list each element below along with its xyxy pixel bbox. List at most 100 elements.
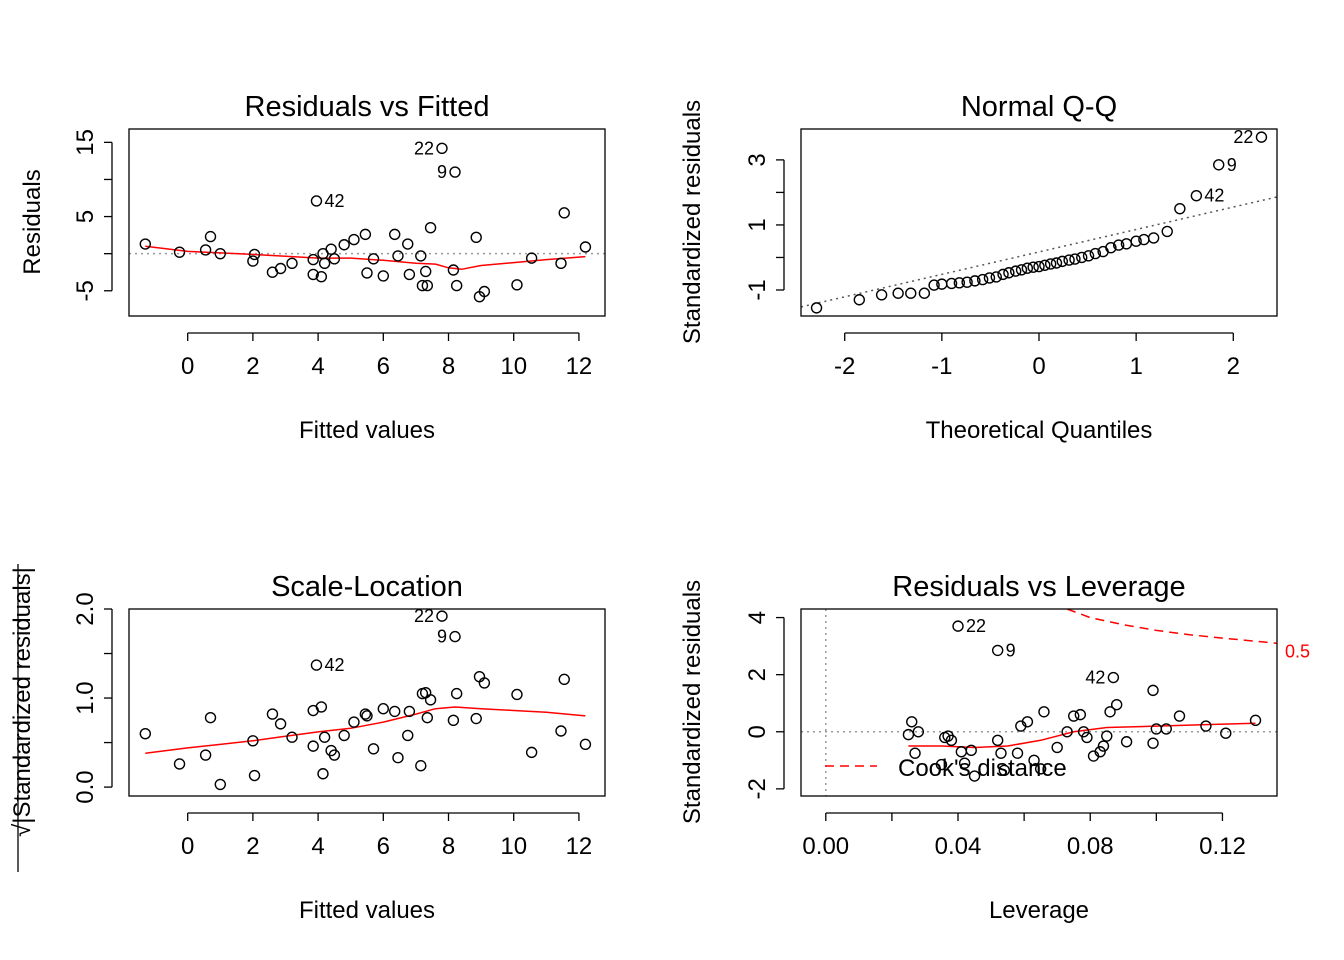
x-axis-label: Leverage (989, 897, 1089, 924)
plot-frame (128, 608, 606, 797)
point-label: 9 (437, 162, 447, 182)
data-point (952, 620, 964, 632)
chart-title: Residuals vs Leverage (892, 571, 1185, 603)
panel-normal-qq: Normal Q-Q -2 -1 0 1 2 -1 1 3 Theoretical Quantil… (679, 91, 1278, 444)
data-point (402, 729, 414, 742)
data-point (338, 729, 350, 742)
data-point (286, 731, 298, 743)
x-tick-label: 0.12 (1199, 833, 1246, 860)
data-point (1076, 251, 1088, 264)
plot-frame (800, 608, 1278, 797)
data-point (470, 231, 482, 244)
panel-residuals-vs-leverage: Residuals vs Leverage 0.00 0.04 0.08 0.12 -2 0… (679, 571, 1310, 924)
data-point (1147, 737, 1159, 749)
chart-title: Normal Q-Q (961, 91, 1117, 123)
data-point (853, 294, 865, 306)
data-point (1061, 726, 1073, 738)
point-label: 22 (966, 616, 986, 636)
data-point (511, 688, 523, 701)
data-point (1034, 763, 1047, 775)
y-axis-label: √|Standardized residuals| (9, 567, 36, 837)
x-tick-label: 0 (181, 353, 194, 380)
x-tick-label: 10 (500, 353, 527, 380)
data-point (377, 270, 390, 282)
x-tick-label: 0 (1032, 353, 1045, 380)
data-point (928, 279, 940, 291)
data-point (1038, 706, 1050, 718)
x-tick-label: 8 (442, 353, 455, 380)
data-point (248, 769, 261, 782)
y-tick-label: -5 (72, 280, 99, 301)
data-point (1097, 740, 1110, 752)
data-point (416, 279, 429, 292)
data-point (421, 711, 434, 724)
data-point (976, 273, 989, 286)
data-point (991, 644, 1004, 657)
data-point (1015, 264, 1028, 276)
y-tick-label: 5 (72, 210, 99, 223)
data-point (906, 716, 918, 728)
data-point (415, 760, 427, 772)
data-point (968, 770, 981, 782)
y-axis-label: Residuals (19, 169, 46, 274)
plot-area (801, 196, 1277, 308)
smoother-line (145, 706, 586, 755)
data-point (1021, 716, 1034, 728)
data-point (449, 166, 461, 178)
data-point (998, 764, 1010, 777)
point-label: 22 (1233, 127, 1253, 147)
data-point (214, 247, 226, 260)
data-point (266, 708, 279, 720)
data-point (579, 738, 592, 751)
y-axis-label: Standardized residuals (679, 580, 706, 824)
panel-residuals-vs-fitted: Residuals vs Fitted 0 2 4 6 8 10 12 -5 5 15 Fitted … (19, 91, 606, 444)
data-point (1003, 267, 1015, 279)
data-point (1033, 260, 1045, 273)
data-point (403, 705, 416, 718)
data-point (1050, 257, 1063, 269)
point-label: 42 (324, 191, 344, 211)
data-point (214, 778, 226, 791)
plot-area (145, 706, 586, 755)
data-point (1082, 250, 1095, 262)
data-point (199, 749, 212, 761)
data-point (969, 275, 981, 287)
data-point (511, 279, 523, 291)
x-axis-label: Theoretical Quantiles (926, 417, 1153, 444)
data-point (905, 287, 917, 299)
data-point (317, 768, 329, 780)
x-tick-label: 6 (377, 833, 390, 860)
data-point (1028, 754, 1040, 767)
data-point (403, 268, 416, 281)
data-point (204, 230, 217, 243)
data-point (449, 630, 461, 643)
data-point (315, 701, 328, 713)
data-point (1051, 741, 1063, 754)
x-tick-label: 2 (246, 833, 259, 860)
data-point (909, 747, 921, 759)
data-point (389, 228, 401, 241)
data-point (199, 244, 212, 256)
x-tick-label: 6 (377, 353, 390, 380)
data-point (555, 257, 567, 270)
y-tick-label: 1.0 (72, 681, 99, 714)
data-point (990, 271, 1002, 283)
data-point (1094, 746, 1106, 758)
data-point (450, 687, 463, 700)
data-point (1011, 747, 1024, 759)
x-tick-label: 12 (566, 833, 593, 860)
data-point (328, 749, 341, 761)
data-point (875, 289, 888, 301)
point-label: 22 (414, 606, 434, 626)
data-point (1255, 131, 1268, 143)
data-point (918, 287, 931, 299)
data-point (1200, 720, 1212, 732)
x-axis-label: Fitted values (299, 897, 435, 924)
data-point (424, 221, 437, 234)
data-point (1160, 723, 1172, 735)
data-point (361, 267, 373, 279)
cooks-level-label: 0.5 (1285, 641, 1310, 661)
x-tick-label: 4 (311, 353, 324, 380)
data-point (995, 747, 1007, 759)
data-point (424, 694, 437, 706)
